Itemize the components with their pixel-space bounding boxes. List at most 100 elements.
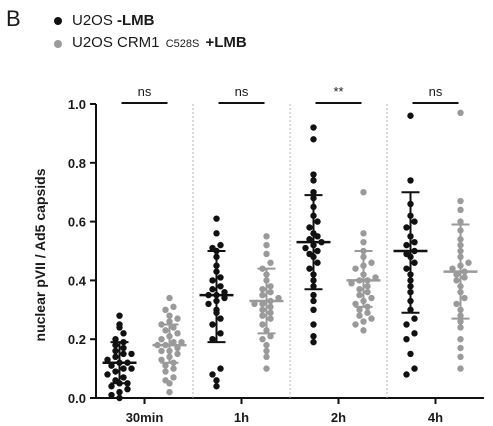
data-point: [461, 274, 468, 281]
data-point: [259, 300, 266, 308]
data-point: [314, 218, 321, 225]
data-point: [108, 362, 115, 369]
data-point: [411, 330, 418, 337]
data-point: [174, 344, 181, 352]
legend-item-u2os-crm1: U2OS CRM1 C528S +LMB: [54, 32, 247, 55]
data-point: [213, 383, 220, 390]
y-tick-label: 1.0: [68, 97, 86, 112]
legend-item-u2os-lmb: U2OS -LMB: [54, 10, 247, 32]
data-point: [112, 368, 119, 375]
data-point: [310, 171, 317, 178]
data-point: [403, 371, 410, 378]
data-point: [209, 244, 216, 252]
data-point: [120, 344, 127, 352]
data-point: [166, 312, 173, 319]
data-point: [178, 338, 185, 346]
data-point: [166, 388, 173, 396]
data-point: [259, 312, 266, 319]
data-point: [457, 324, 464, 331]
data-point: [352, 321, 359, 328]
data-point: [360, 327, 367, 334]
data-point: [174, 315, 181, 322]
data-point: [310, 333, 317, 340]
data-point: [209, 277, 216, 284]
data-point: [116, 394, 123, 402]
data-point: [356, 312, 363, 319]
data-point: [158, 347, 165, 355]
data-point: [407, 112, 414, 119]
data-point: [209, 321, 216, 328]
data-point: [217, 365, 224, 372]
data-point: [213, 377, 220, 384]
data-point: [310, 306, 317, 313]
data-point: [120, 374, 127, 381]
data-point: [263, 233, 270, 240]
data-point: [310, 338, 317, 346]
data-point: [104, 356, 111, 363]
data-point: [356, 306, 363, 313]
significance-label: ns: [235, 84, 249, 99]
data-point: [128, 365, 135, 372]
data-point: [403, 224, 410, 231]
data-point: [124, 385, 131, 393]
data-point: [457, 336, 464, 343]
data-point: [162, 327, 169, 334]
data-point: [306, 250, 313, 258]
data-point: [263, 341, 270, 349]
data-point: [360, 238, 367, 246]
data-point: [263, 250, 270, 258]
data-point: [120, 350, 127, 358]
legend-marker-gray: [54, 39, 62, 48]
data-point: [411, 365, 418, 372]
data-point: [411, 218, 418, 225]
data-point: [158, 356, 165, 363]
data-point: [275, 294, 282, 302]
data-point: [403, 241, 410, 249]
x-tick-label: 4h: [428, 410, 443, 425]
data-point: [457, 365, 464, 372]
data-point: [453, 300, 460, 308]
data-point: [108, 391, 115, 399]
legend-label: U2OS -LMB: [72, 12, 155, 29]
data-point: [263, 347, 270, 355]
data-point: [364, 288, 371, 296]
data-point: [259, 321, 266, 328]
y-tick-label: 0.8: [68, 156, 86, 171]
data-point: [263, 365, 270, 372]
data-point: [411, 315, 418, 322]
data-point: [356, 286, 363, 293]
significance-label: ns: [429, 84, 443, 99]
data-point: [116, 321, 123, 328]
data-point: [170, 365, 177, 372]
data-point: [457, 109, 464, 117]
data-point: [209, 371, 216, 378]
data-point: [120, 330, 127, 337]
data-point: [461, 294, 468, 302]
data-point: [166, 318, 173, 325]
data-point: [158, 336, 165, 343]
data-point: [116, 388, 123, 396]
data-point: [112, 341, 119, 349]
data-point: [360, 189, 367, 196]
y-tick-label: 0.4: [68, 273, 87, 288]
data-point: [217, 283, 224, 290]
data-point: [449, 265, 456, 272]
data-point: [310, 136, 317, 143]
significance-label: ns: [138, 84, 152, 99]
data-point: [205, 300, 212, 308]
data-point: [310, 297, 317, 305]
data-point: [407, 177, 414, 184]
data-point: [302, 244, 309, 252]
y-tick-label: 0.0: [68, 391, 86, 406]
data-point: [174, 350, 181, 358]
data-point: [267, 288, 274, 296]
data-point: [310, 124, 317, 131]
data-point: [310, 177, 317, 184]
data-point: [310, 321, 317, 328]
data-point: [174, 330, 181, 337]
data-point: [465, 259, 472, 266]
panel-label: B: [6, 6, 21, 31]
data-point: [112, 377, 119, 384]
data-point: [267, 259, 274, 266]
